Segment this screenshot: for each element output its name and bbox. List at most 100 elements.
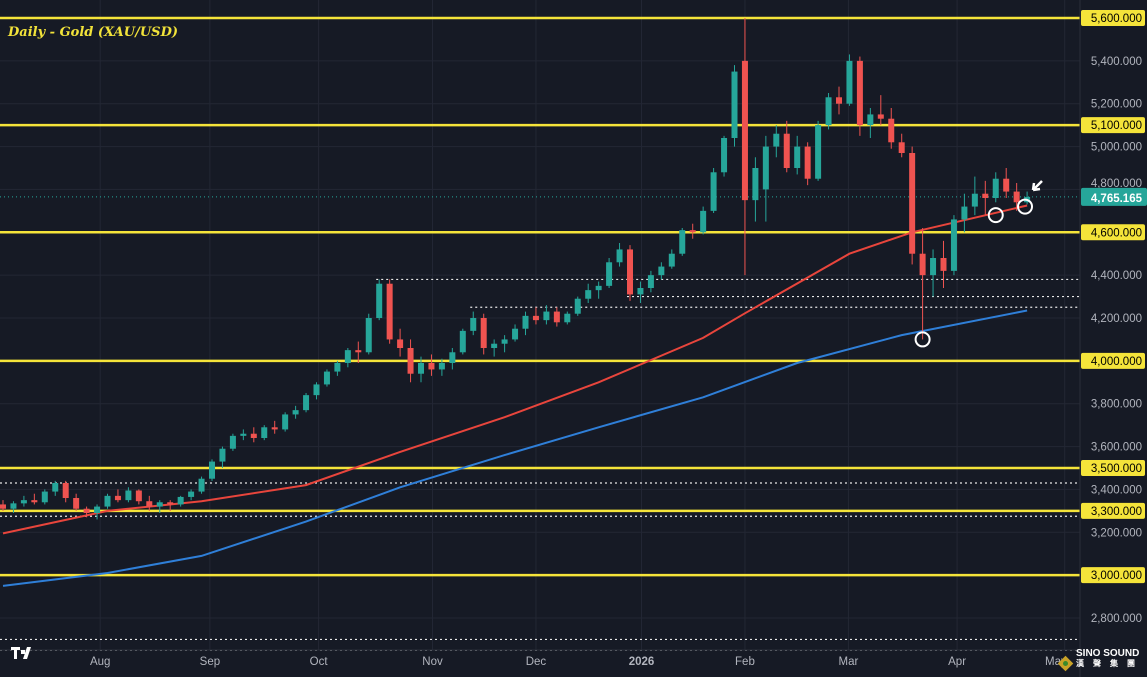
candle-body [261, 427, 268, 438]
candle-body [240, 433, 247, 436]
price-level-tag [1081, 460, 1145, 476]
candle [73, 493, 80, 511]
price-tick-label: 3,600.000 [1091, 442, 1142, 454]
candle [522, 311, 529, 336]
candle-body [10, 503, 17, 509]
candle [971, 176, 978, 216]
candle [344, 348, 351, 368]
candle [762, 135, 769, 222]
current-price-tag [1081, 187, 1147, 206]
candle-body [156, 502, 163, 507]
price-tick-label: 4,800.000 [1091, 178, 1142, 190]
candle [668, 249, 675, 269]
candle [282, 412, 289, 432]
price-tick-label: 2,800.000 [1091, 613, 1142, 625]
candle-body [52, 483, 59, 492]
candle [815, 120, 822, 181]
candle-body [188, 491, 195, 497]
candle [950, 215, 957, 276]
candle-body [438, 363, 445, 370]
arrow-annotation-icon [1031, 180, 1043, 192]
candle [804, 142, 811, 186]
candle [658, 262, 665, 280]
candle [459, 328, 466, 355]
candle [846, 54, 853, 106]
candle-body [31, 500, 38, 503]
candle [407, 339, 414, 383]
candle [783, 120, 790, 173]
candle-body [595, 285, 602, 291]
candle-body [146, 501, 153, 507]
candle [355, 341, 362, 363]
candle-body [940, 258, 947, 271]
candle-body [815, 125, 822, 179]
candle-body [773, 133, 780, 147]
candle [794, 135, 801, 175]
candle [334, 360, 341, 376]
circle-marker [914, 331, 931, 348]
candle-body [971, 193, 978, 207]
candle-body [1003, 178, 1010, 192]
price-tick-label: 4,200.000 [1091, 313, 1142, 325]
sino-sound-emblem-icon [1057, 655, 1074, 672]
candle [700, 206, 707, 235]
candle-body [303, 395, 310, 411]
candle-body [250, 433, 257, 438]
candle [386, 279, 393, 344]
price-tick-label: 4,000.000 [1091, 356, 1142, 368]
candle [94, 504, 101, 520]
price-level-tag [1081, 352, 1145, 369]
candle-body [574, 298, 581, 314]
chart-title: Daily - Gold (XAU/USD) [8, 25, 178, 40]
time-tick-label: Oct [310, 656, 329, 668]
candle-body [386, 283, 393, 340]
candle-body [689, 230, 696, 233]
candle [877, 95, 884, 126]
candle-body [125, 490, 132, 501]
price-tick-label: 3,400.000 [1091, 484, 1142, 496]
candle [647, 270, 654, 293]
candle-body [20, 500, 27, 504]
candle-body [616, 249, 623, 263]
candle [752, 157, 759, 222]
candle [52, 480, 59, 496]
logo-text-en: SINO SOUND [1076, 648, 1140, 659]
candle [721, 135, 728, 177]
candle [240, 429, 247, 441]
candle-body [114, 495, 121, 501]
price-tick-label: 5,000.000 [1091, 142, 1142, 154]
candle-body [856, 60, 863, 126]
candle [606, 258, 613, 288]
candle [480, 313, 487, 355]
candle [867, 108, 874, 138]
candle-body [323, 371, 330, 385]
candle [271, 420, 278, 434]
candle-body [846, 60, 853, 104]
candle [992, 172, 999, 203]
candle-body [83, 508, 90, 513]
candle-body [1013, 191, 1020, 203]
candle [982, 180, 989, 216]
candle-body [407, 348, 414, 374]
candle-body [919, 253, 926, 276]
candle [825, 93, 832, 130]
candle-body [606, 262, 613, 286]
candle-body [198, 478, 205, 492]
price-level-tag [1081, 10, 1145, 26]
logo-text-zh: 漢聲集團 [1076, 659, 1144, 668]
candle [930, 249, 937, 297]
candle [219, 446, 226, 468]
candle-body [637, 288, 644, 295]
candle-body [762, 146, 769, 190]
candle [0, 500, 6, 511]
candle-body [700, 210, 707, 233]
price-tick-label: 5,400.000 [1091, 56, 1142, 68]
candle-body [794, 146, 801, 168]
candle [898, 133, 905, 158]
candle [595, 281, 602, 299]
candle [323, 369, 330, 387]
candle-body [679, 230, 686, 254]
candle-body [376, 283, 383, 318]
candle [62, 480, 69, 503]
